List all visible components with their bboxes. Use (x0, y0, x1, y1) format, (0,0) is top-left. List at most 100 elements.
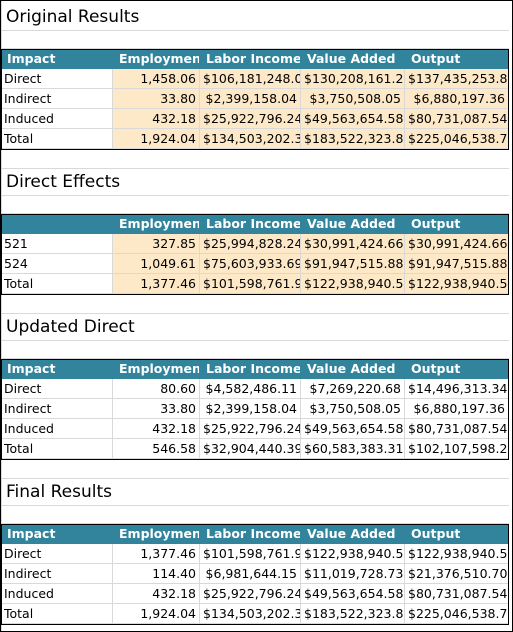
value-cell: $102,107,598.24 (405, 439, 509, 459)
header-cell (1, 214, 113, 234)
empty-row (1, 31, 509, 49)
value-cell: $122,938,940.54 (301, 274, 405, 294)
value-cell: 1,049.61 (113, 254, 200, 274)
value-cell: 33.80 (113, 399, 200, 419)
value-cell: $6,981,644.15 (200, 564, 301, 584)
empty-row (1, 506, 509, 524)
section-title: Original Results (6, 7, 140, 27)
value-cell: $225,046,538.79 (405, 129, 509, 149)
value-cell: $3,750,508.05 (301, 89, 405, 109)
value-cell: $122,938,940.54 (301, 544, 405, 564)
value-cell: $3,750,508.05 (301, 399, 405, 419)
row-label: Total (1, 129, 113, 149)
header-cell: Value Added (301, 359, 405, 379)
value-cell: $25,922,796.24 (200, 584, 301, 604)
title-row (1, 3, 509, 31)
value-cell: $6,880,197.36 (405, 399, 509, 419)
value-cell: 546.58 (113, 439, 200, 459)
section-title: Final Results (6, 482, 112, 502)
header-cell: Labor Income (200, 359, 301, 379)
row-label: Indirect (1, 89, 113, 109)
value-cell: $14,496,313.34 (405, 379, 509, 399)
header-cell: Output (405, 359, 509, 379)
header-cell: Employment (113, 214, 200, 234)
value-cell: 1,377.46 (113, 544, 200, 564)
row-label: Total (1, 604, 113, 624)
value-cell: $21,376,510.70 (405, 564, 509, 584)
value-cell: $32,904,440.39 (200, 439, 301, 459)
row-label: Direct (1, 379, 113, 399)
row-label: Total (1, 439, 113, 459)
value-cell: 432.18 (113, 584, 200, 604)
header-cell: Employment (113, 524, 200, 544)
value-cell: 33.80 (113, 89, 200, 109)
section-title: Updated Direct (6, 317, 135, 337)
row-label: Indirect (1, 564, 113, 584)
value-cell: $183,522,323.85 (301, 129, 405, 149)
header-cell: Value Added (301, 214, 405, 234)
empty-row (1, 459, 509, 479)
value-cell: $6,880,197.36 (405, 89, 509, 109)
value-cell: $134,503,202.32 (200, 604, 301, 624)
header-cell: Impact (1, 524, 113, 544)
value-cell: $7,269,220.68 (301, 379, 405, 399)
value-cell: $91,947,515.88 (405, 254, 509, 274)
value-cell: $122,938,940.54 (405, 544, 509, 564)
header-cell: Value Added (301, 524, 405, 544)
value-cell: 432.18 (113, 109, 200, 129)
header-cell: Impact (1, 49, 113, 69)
value-cell: 432.18 (113, 419, 200, 439)
value-cell: $2,399,158.04 (200, 89, 301, 109)
empty-row (1, 341, 509, 359)
value-cell: $49,563,654.58 (301, 584, 405, 604)
row-label: Direct (1, 69, 113, 89)
value-cell: 114.40 (113, 564, 200, 584)
row-label: Indirect (1, 399, 113, 419)
value-cell: $2,399,158.04 (200, 399, 301, 419)
row-label: Direct (1, 544, 113, 564)
value-cell: $30,991,424.66 (301, 234, 405, 254)
header-cell: Labor Income (200, 524, 301, 544)
row-label: Total (1, 274, 113, 294)
value-cell: $4,582,486.11 (200, 379, 301, 399)
value-cell: $101,598,761.93 (200, 544, 301, 564)
value-cell: $80,731,087.54 (405, 419, 509, 439)
value-cell: $101,598,761.93 (200, 274, 301, 294)
section-title: Direct Effects (6, 172, 121, 192)
value-cell: $130,208,161.22 (301, 69, 405, 89)
value-cell: $80,731,087.54 (405, 109, 509, 129)
header-cell: Labor Income (200, 214, 301, 234)
header-cell: Value Added (301, 49, 405, 69)
value-cell: $25,922,796.24 (200, 419, 301, 439)
row-label: 524 (1, 254, 113, 274)
value-cell: 80.60 (113, 379, 200, 399)
empty-row (1, 196, 509, 214)
header-cell: Employment (113, 359, 200, 379)
title-row (1, 313, 509, 341)
value-cell: $225,046,538.78 (405, 604, 509, 624)
row-label: Induced (1, 109, 113, 129)
value-cell: $106,181,248.04 (200, 69, 301, 89)
header-cell: Labor Income (200, 49, 301, 69)
value-cell: $80,731,087.54 (405, 584, 509, 604)
header-cell: Employment (113, 49, 200, 69)
value-cell: $134,503,202.32 (200, 129, 301, 149)
row-label: Induced (1, 584, 113, 604)
value-cell: $75,603,933.69 (200, 254, 301, 274)
value-cell: 1,924.04 (113, 604, 200, 624)
value-cell: $91,947,515.88 (301, 254, 405, 274)
empty-row (1, 624, 509, 631)
value-cell: $11,019,728.73 (301, 564, 405, 584)
value-cell: $49,563,654.58 (301, 419, 405, 439)
value-cell: $183,522,323.85 (301, 604, 405, 624)
row-label: Induced (1, 419, 113, 439)
header-cell: Output (405, 214, 509, 234)
empty-row (1, 294, 509, 314)
title-row (1, 168, 509, 196)
value-cell: $60,583,383.31 (301, 439, 405, 459)
row-label: 521 (1, 234, 113, 254)
value-cell: $137,435,253.88 (405, 69, 509, 89)
value-cell: $25,994,828.24 (200, 234, 301, 254)
empty-row (1, 149, 509, 169)
header-cell: Impact (1, 359, 113, 379)
